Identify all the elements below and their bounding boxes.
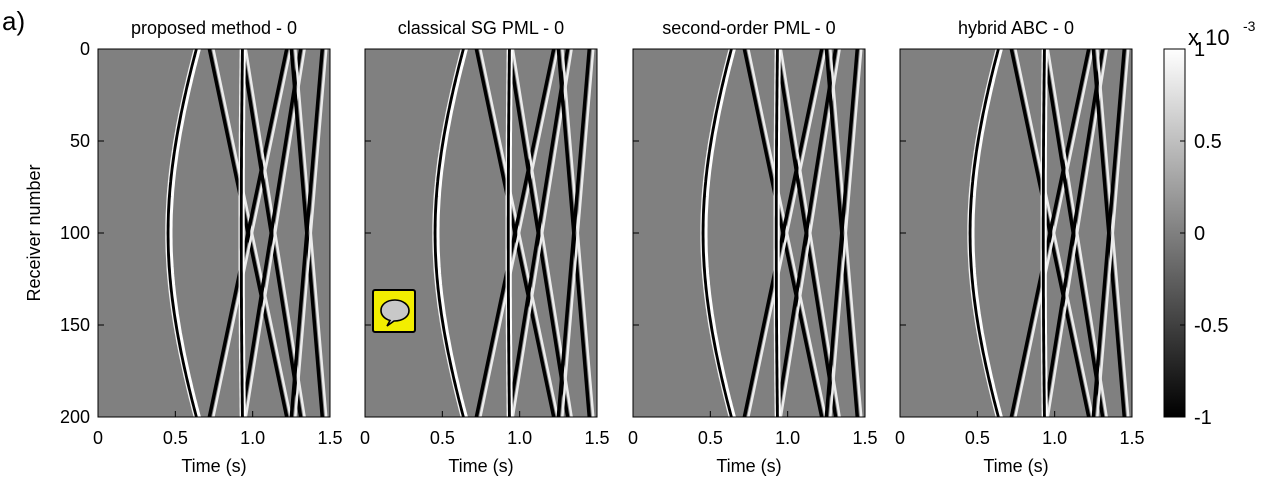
reflection-f-white [829,49,863,417]
reflection-b [207,49,289,417]
x-tick-label: 0.5 [430,428,455,448]
x-axis-label: Time (s) [448,456,513,476]
direct-wave-white-tail [971,49,1003,417]
x-tick-label: 0.5 [965,428,990,448]
direct-wave-black-lobe [701,49,735,417]
x-tick-label: 1.5 [852,428,877,448]
colorbar-tick-label: 1 [1194,39,1205,61]
x-axis-label: Time (s) [983,456,1048,476]
seismic-events [165,49,328,417]
seismic-events [967,49,1130,417]
reflection-f [556,49,592,417]
y-tick-label: 100 [60,223,90,243]
panel-title: second-order PML - 0 [662,18,835,38]
seismic-events [432,49,595,417]
x-tick-label: 1.0 [1042,428,1067,448]
colorbar-ticks: 1 0.5 0 -0.5 -1 [1180,39,1228,429]
direct-wave-white-tail [169,49,201,417]
x-tick-label: 1.0 [775,428,800,448]
reflection-b-white [747,49,827,417]
x-tick-label: 1.0 [507,428,532,448]
late-arrival-black-lobe [506,49,512,417]
x-tick-label: 0.5 [698,428,723,448]
reflection-d [1042,49,1105,417]
x-tick-label: 0 [628,428,638,448]
x-tick-label: 0.5 [163,428,188,448]
reflection-b-white [479,49,559,417]
reflection-b [742,49,824,417]
late-arrival-black-lobe [1041,49,1047,417]
reflection-f [289,49,325,417]
direct-wave-black-lobe [433,49,467,417]
x-tick-label: 1.5 [1119,428,1144,448]
reflection-f [824,49,860,417]
reflection-b [1009,49,1091,417]
x-tick-label: 0 [895,428,905,448]
y-axis-label: Receiver number [24,164,44,301]
x-tick-label: 1.5 [317,428,342,448]
panel-2: classical SG PML - 0 0 0.5 1.0 1.5 Time (s) [360,18,610,476]
speech-bubble-icon [380,299,410,327]
direct-wave-white-tail [704,49,736,417]
y-tick-label: 150 [60,315,90,335]
seismic-events [700,49,863,417]
panels-group: proposed method - 0 0 0.5 1.0 1.5 Time (s) 0 50… [24,18,1145,476]
panel-label: a) [2,6,25,36]
reflection-f-white [1096,49,1130,417]
panel-title: proposed method - 0 [131,18,297,38]
x-tick-label: 1.5 [584,428,609,448]
colorbar-tick-label: 0 [1194,223,1205,245]
direct-wave-white-tail [436,49,468,417]
reflection-d [775,49,838,417]
colorbar-tick-label: -1 [1194,407,1212,429]
late-arrival-black-lobe [774,49,780,417]
late-arrival-white-tail [242,49,246,417]
panel-title: hybrid ABC - 0 [958,18,1074,38]
x-tick-label: 0 [93,428,103,448]
colorbar-tick-label: 0.5 [1194,131,1222,153]
reflection-d [507,49,570,417]
panel-3: second-order PML - 0 0 0.5 1.0 1.5 Time (s) [628,18,878,476]
y-tick-label: 200 [60,407,90,427]
reflection-b [474,49,556,417]
x-axis-label: Time (s) [181,456,246,476]
reflection-f [1091,49,1127,417]
colorbar-exponent-power: -3 [1243,18,1256,34]
panel-title: classical SG PML - 0 [398,18,564,38]
reflection-b-white [1014,49,1094,417]
colorbar: 1 0.5 0 -0.5 -1 x 10 -3 [1163,18,1256,429]
reflection-f-white [294,49,328,417]
direct-wave-black-lobe [166,49,200,417]
late-arrival-black-lobe [239,49,245,417]
panel-1: proposed method - 0 0 0.5 1.0 1.5 Time (s) 0 50… [24,18,343,476]
late-arrival-white-tail [777,49,781,417]
colorbar-tick-label: -0.5 [1194,315,1228,337]
x-tick-label: 1.0 [240,428,265,448]
panel-4: hybrid ABC - 0 0 0.5 1.0 1.5 Time (s) [895,18,1145,476]
reflection-f-white [561,49,595,417]
x-axis-label: Time (s) [716,456,781,476]
direct-wave-black-lobe [968,49,1002,417]
reflection-d [240,49,303,417]
reflection-b-white [212,49,292,417]
y-tick-label: 0 [80,39,90,59]
comment-note-button[interactable] [372,289,416,333]
x-tick-label: 0 [360,428,370,448]
late-arrival-white-tail [509,49,513,417]
colorbar-exponent-base: x 10 [1188,25,1230,50]
late-arrival-white-tail [1044,49,1048,417]
y-tick-label: 50 [70,131,90,151]
